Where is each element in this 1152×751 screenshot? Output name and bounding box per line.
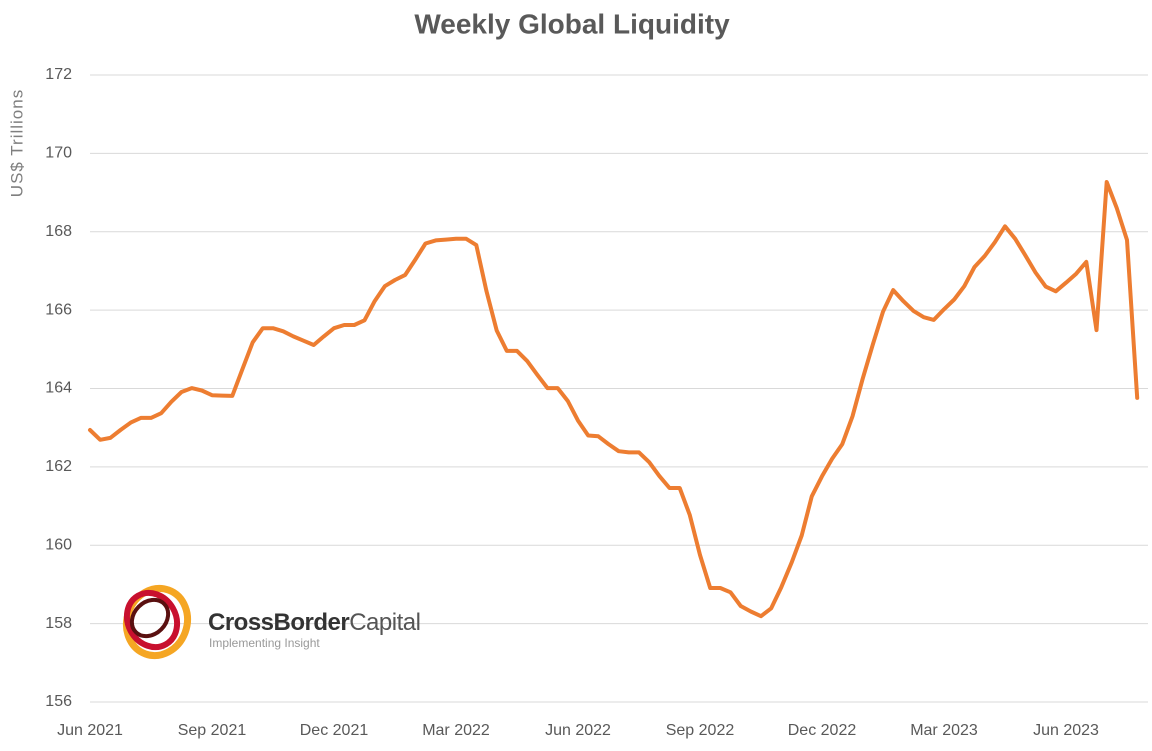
x-tick-label: Mar 2022	[422, 722, 490, 739]
y-tick-label: 168	[45, 223, 72, 240]
logo-ring	[129, 597, 171, 639]
x-tick-label: Sep 2022	[666, 722, 735, 739]
y-tick-label: 162	[45, 458, 72, 475]
x-tick-label: Jun 2021	[57, 722, 123, 739]
logo-text: CrossBorderCapital	[208, 609, 420, 636]
x-tick-label: Jun 2022	[545, 722, 611, 739]
y-tick-label: 164	[45, 380, 72, 397]
x-tick-label: Mar 2023	[910, 722, 978, 739]
y-tick-label: 156	[45, 693, 72, 710]
y-tick-label: 166	[45, 301, 72, 318]
x-tick-label: Sep 2021	[178, 722, 247, 739]
y-axis-label: US$ Trillions	[7, 89, 26, 197]
chart-title: Weekly Global Liquidity	[414, 8, 730, 39]
y-tick-label: 158	[45, 615, 72, 632]
x-tick-label: Dec 2021	[300, 722, 369, 739]
logo-ring	[123, 589, 181, 651]
y-tick-label: 160	[45, 536, 72, 553]
x-tick-label: Jun 2023	[1033, 722, 1099, 739]
logo: CrossBorderCapital Implementing Insight	[123, 584, 421, 660]
line-series	[88, 180, 1140, 619]
logo-tagline: Implementing Insight	[209, 636, 320, 650]
y-tick-label: 170	[45, 145, 72, 162]
logo-brand-suffix: Capital	[349, 609, 420, 636]
logo-brand: CrossBorder	[208, 609, 349, 636]
x-tick-label: Dec 2022	[788, 722, 857, 739]
y-tick-label: 172	[45, 66, 72, 83]
